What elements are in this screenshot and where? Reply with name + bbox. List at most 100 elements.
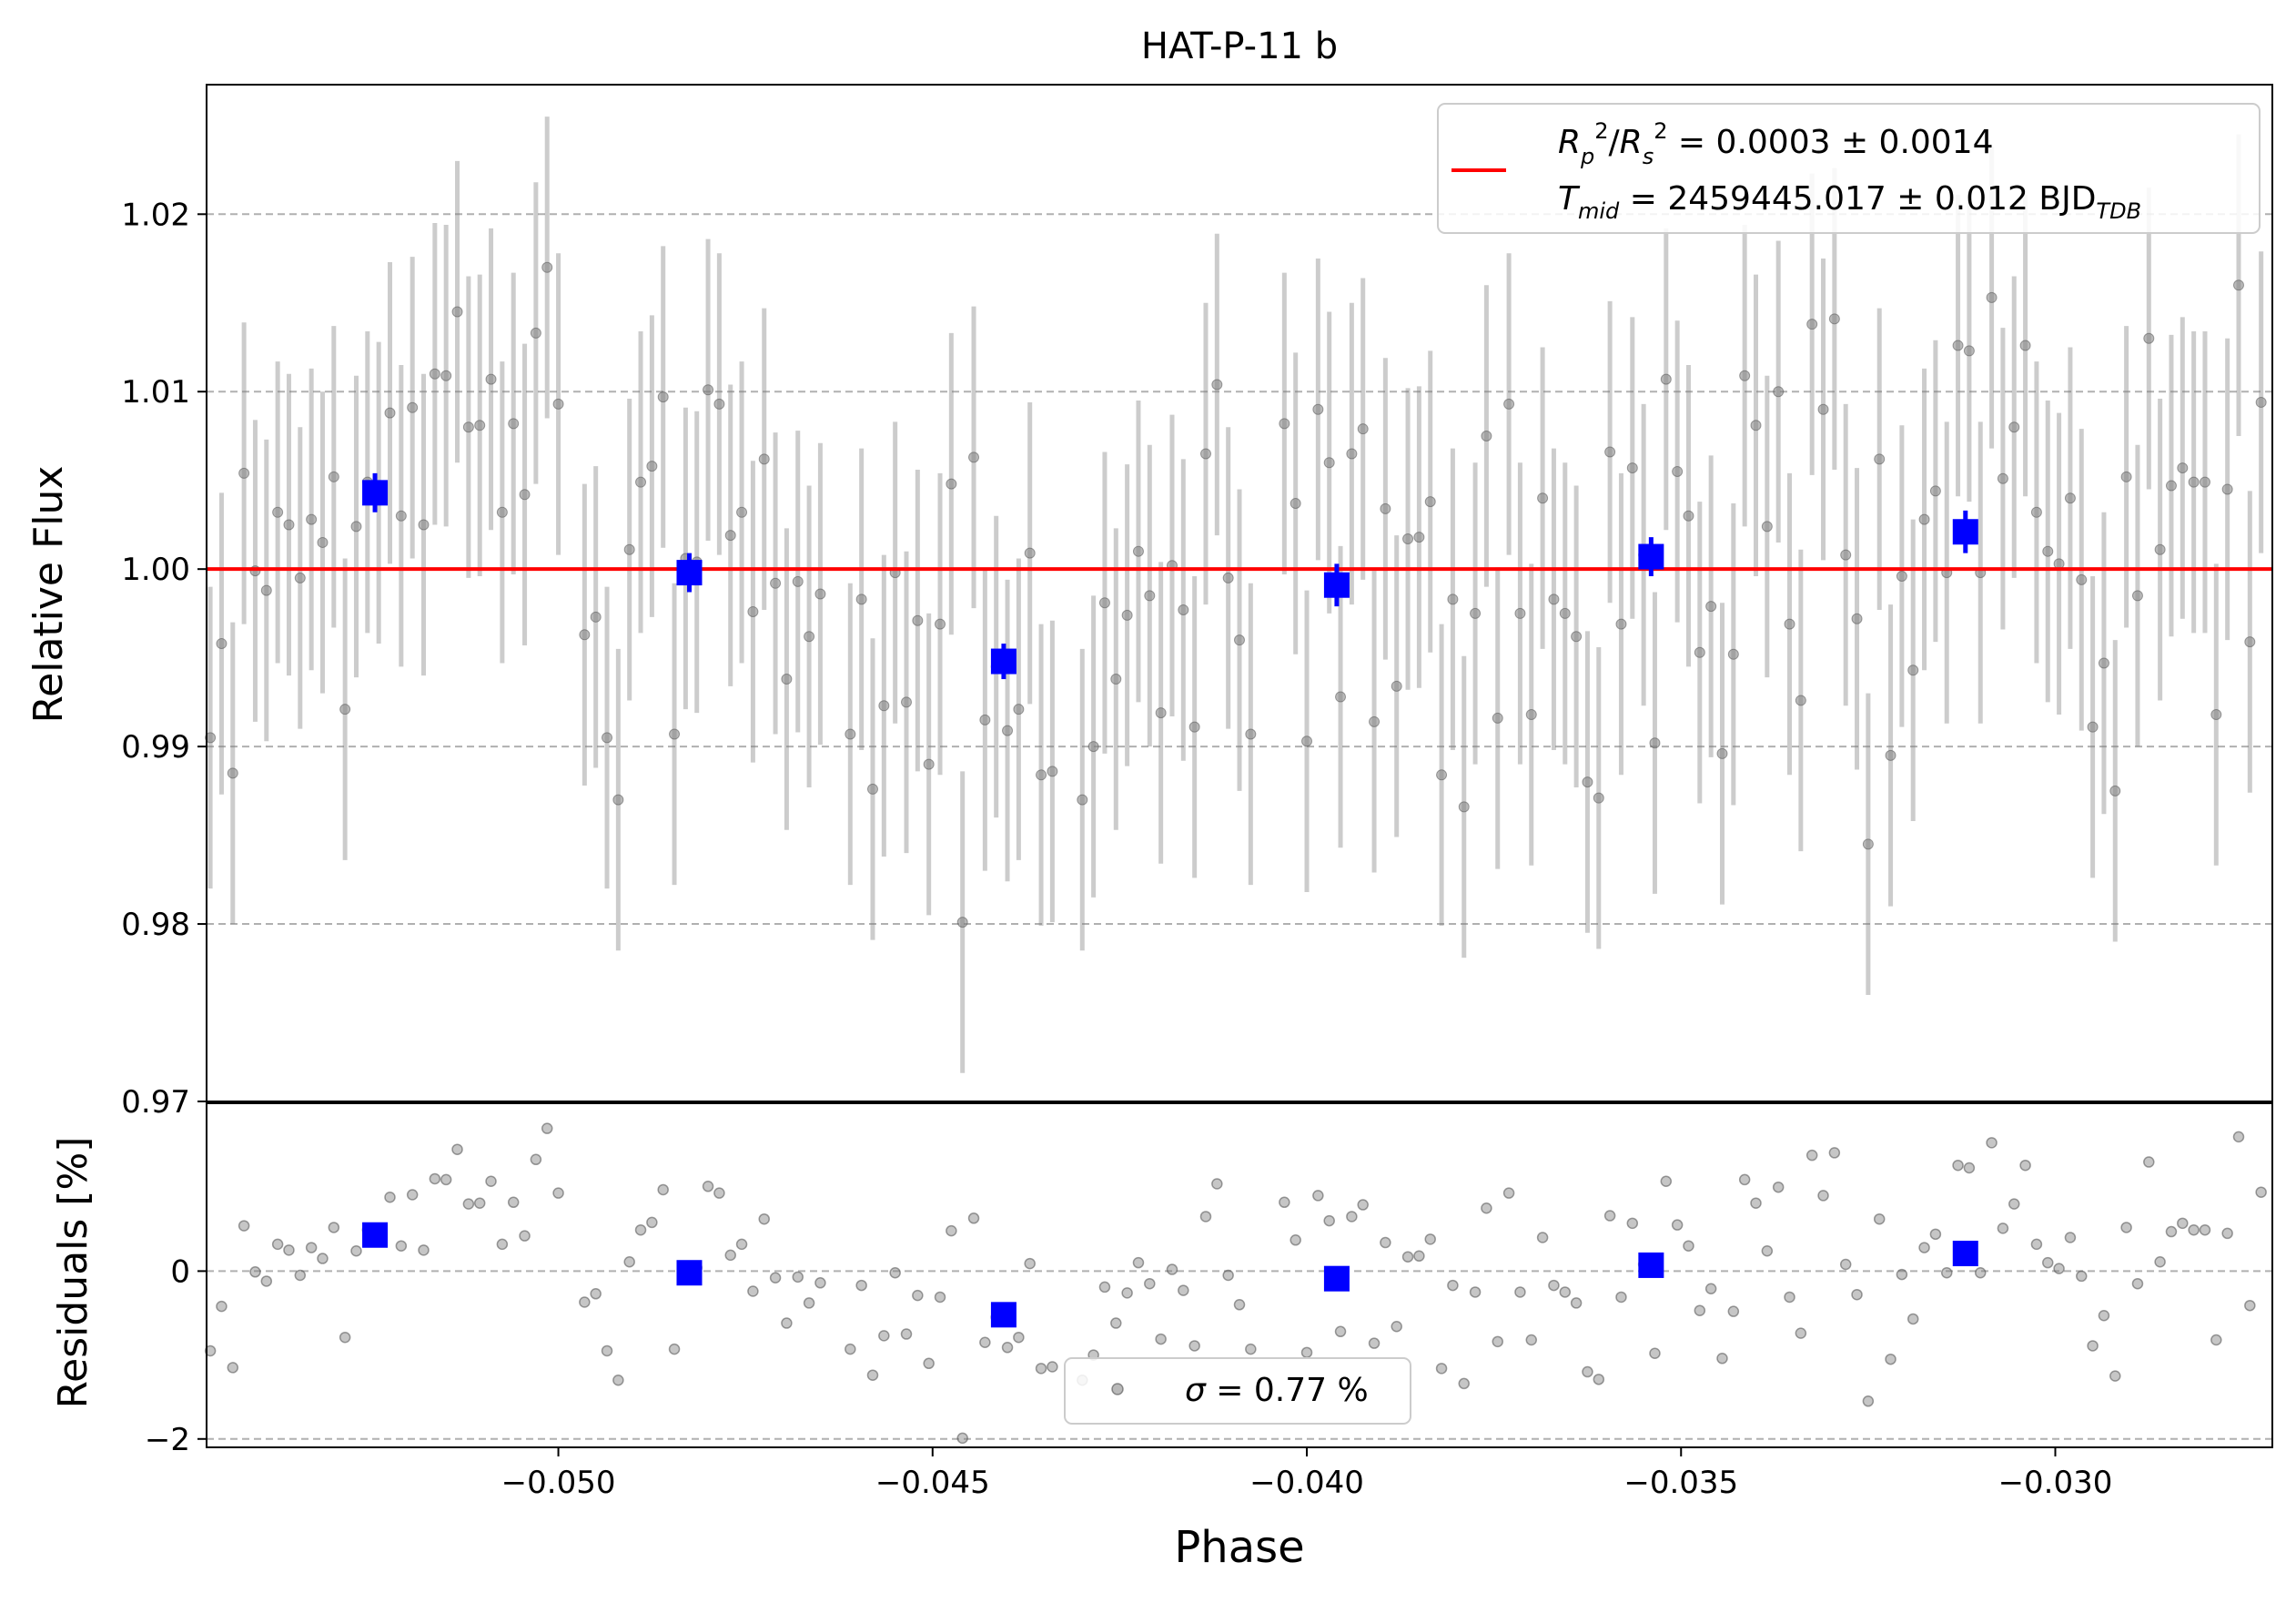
- flux-point: [1391, 680, 1402, 692]
- residual-point: [1502, 1187, 1515, 1199]
- residual-point: [946, 1224, 957, 1237]
- flux-point: [2008, 421, 2020, 433]
- flux-point: [541, 261, 553, 273]
- residual-point: [803, 1297, 815, 1309]
- flux-point: [923, 758, 935, 770]
- flux-y-tick-label: 1.00: [121, 552, 190, 588]
- residual-point: [317, 1253, 329, 1264]
- flux-point: [1896, 570, 1907, 582]
- flux-point: [418, 519, 430, 531]
- residual-point: [1121, 1287, 1133, 1299]
- residual-point: [1458, 1377, 1470, 1390]
- residuals-y-axis-label: Residuals [%]: [50, 1137, 96, 1409]
- residual-point: [283, 1244, 295, 1256]
- residuals-gridlines: [207, 1270, 2272, 1440]
- flux-point: [1346, 448, 1358, 460]
- flux-point: [1615, 618, 1627, 630]
- flux-point: [1593, 792, 1604, 804]
- flux-point: [669, 728, 681, 740]
- flux-point: [612, 794, 624, 806]
- residual-point: [249, 1266, 261, 1278]
- residual-point: [724, 1249, 736, 1262]
- flux-point: [804, 631, 815, 643]
- flux-point: [1716, 747, 1728, 759]
- flux-y-tick-label: 1.02: [121, 197, 190, 233]
- flux-point: [1840, 549, 1852, 561]
- flux-y-axis-label: Relative Flux: [25, 466, 72, 724]
- residual-point: [1245, 1343, 1257, 1355]
- residual-point: [889, 1266, 901, 1279]
- flux-point: [519, 489, 531, 501]
- flux-point: [1537, 492, 1549, 504]
- x-tick-label: −0.045: [875, 1465, 990, 1501]
- flux-point: [646, 461, 658, 472]
- flux-point: [1335, 691, 1347, 703]
- residual-point: [2042, 1256, 2054, 1269]
- residual-point: [1536, 1232, 1549, 1243]
- residual-point: [2188, 1223, 2200, 1236]
- residual-point: [2131, 1277, 2144, 1290]
- flux-y-tick-label: 0.98: [121, 907, 190, 943]
- flux-point: [2030, 506, 2042, 518]
- flux-point: [216, 638, 228, 650]
- residual-point: [1391, 1320, 1402, 1333]
- flux-point: [1750, 420, 1762, 431]
- residual-point: [2008, 1198, 2020, 1210]
- flux-binned-point: [990, 648, 1017, 675]
- residuals-axes-frame: [206, 1102, 2273, 1448]
- residual-point: [792, 1271, 804, 1283]
- flux-point: [552, 398, 564, 410]
- flux-point: [1098, 597, 1110, 609]
- residual-point: [1300, 1346, 1313, 1359]
- residual-point: [1750, 1197, 1762, 1209]
- residual-point: [305, 1242, 318, 1253]
- flux-point: [635, 476, 647, 488]
- flux-point: [2131, 590, 2143, 602]
- flux-point: [703, 384, 714, 396]
- residual-point: [339, 1331, 351, 1344]
- flux-point: [2232, 279, 2244, 291]
- residual-point: [1694, 1304, 1706, 1316]
- flux-point: [770, 577, 782, 589]
- flux-point: [1918, 513, 1930, 525]
- flux-point: [1245, 728, 1257, 740]
- flux-point: [1559, 607, 1571, 619]
- residual-point: [440, 1173, 452, 1186]
- flux-point: [2177, 462, 2189, 474]
- flux-point: [1024, 547, 1036, 559]
- residual-point: [216, 1300, 228, 1313]
- flux-y-ticks: 0.97 0.98 0.99 1.00 1.01 1.02: [121, 197, 207, 1121]
- flux-point: [2199, 476, 2210, 488]
- flux-point: [283, 519, 295, 531]
- residual-point: [1178, 1284, 1189, 1296]
- flux-point: [2244, 636, 2256, 648]
- residual-point: [1166, 1263, 1178, 1275]
- flux-point: [912, 614, 924, 626]
- residual-point: [590, 1288, 602, 1300]
- residual-point: [1907, 1313, 1919, 1325]
- flux-point: [530, 327, 541, 339]
- flux-point: [579, 629, 591, 641]
- residuals-y-tick-label: 0: [170, 1253, 190, 1290]
- residual-point: [2109, 1370, 2121, 1382]
- flux-point: [866, 783, 878, 795]
- flux-point: [747, 605, 759, 617]
- flux-point: [2098, 657, 2109, 669]
- residual-point: [2030, 1238, 2043, 1251]
- flux-point: [946, 478, 957, 490]
- residual-point: [1559, 1286, 1572, 1298]
- flux-point: [1279, 418, 1290, 430]
- flux-point: [1447, 594, 1459, 605]
- residual-point: [2210, 1334, 2222, 1346]
- residual-point: [1514, 1286, 1526, 1298]
- residual-point: [1211, 1178, 1223, 1190]
- residual-point: [350, 1245, 362, 1257]
- residual-point: [519, 1230, 531, 1242]
- residual-point: [979, 1336, 991, 1349]
- flux-point: [1002, 725, 1014, 736]
- residual-binned-point: [1952, 1241, 1978, 1267]
- flux-point: [451, 306, 463, 318]
- flux-point: [2154, 543, 2166, 555]
- flux-point: [2019, 340, 2031, 351]
- flux-point: [1424, 496, 1436, 508]
